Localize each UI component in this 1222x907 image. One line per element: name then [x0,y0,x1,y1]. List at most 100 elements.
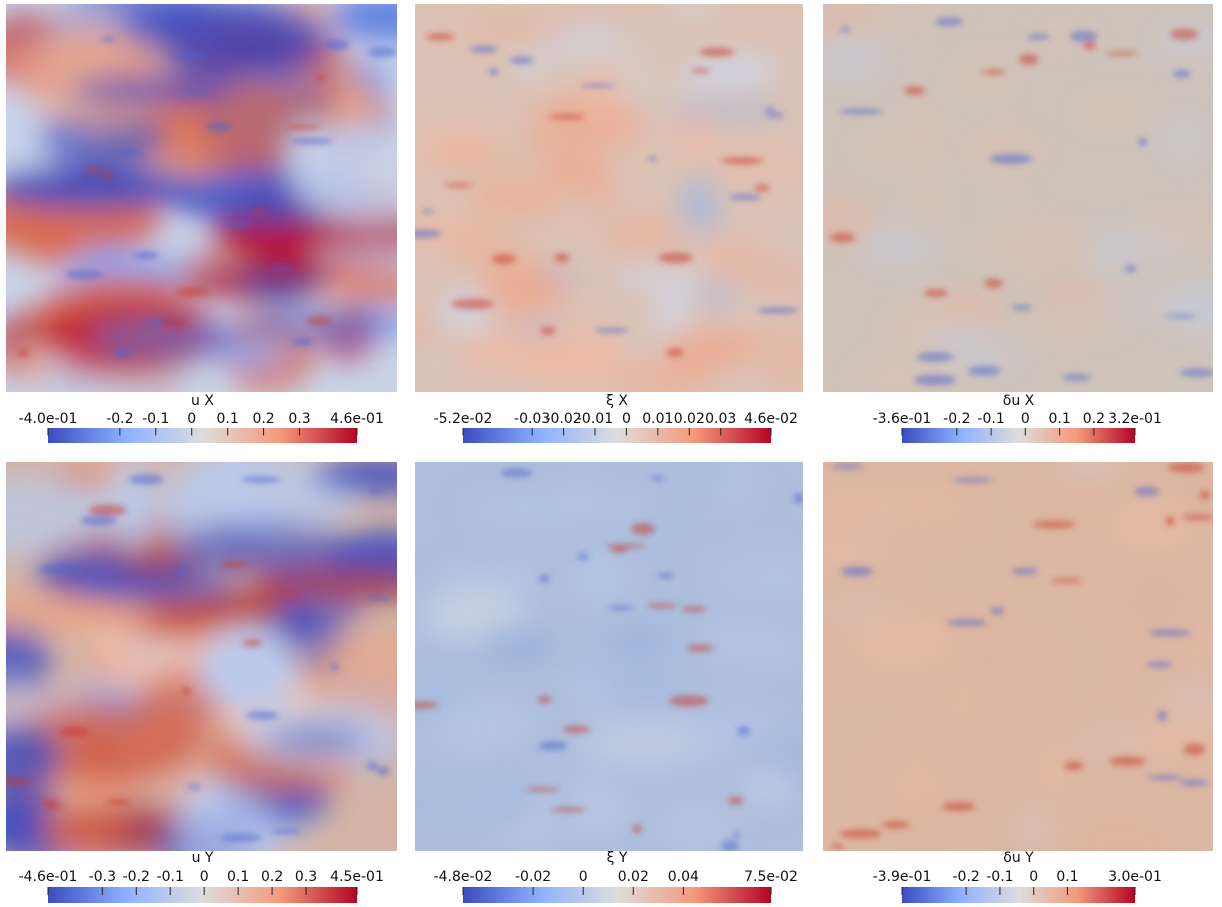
field-streak [182,687,191,695]
field-streak [831,463,865,470]
colorbar-tick-label: 0 [579,869,588,885]
field-streak [315,74,326,81]
field-streak [254,207,264,216]
colorbar [48,887,357,903]
field-streak [376,765,390,776]
colorbar-tick-label: 4.5e-01 [330,869,384,885]
field-streak [721,157,764,165]
field-blob [717,462,754,506]
field-streak [270,829,302,835]
field-blob [266,728,368,750]
field-streak [681,606,707,613]
field-streak [594,327,630,333]
colorbar-tick-label: 0.2 [252,411,274,427]
field-streak [1027,33,1051,40]
field-streaks [415,33,799,357]
field-blob [415,784,453,820]
field-blob [6,37,163,90]
field-streak [691,68,710,74]
colorbar-tick-label: 7.5e-02 [744,869,798,885]
field-blob [823,492,907,521]
field-streak [554,253,570,263]
field-blob [1167,676,1189,690]
field-streak [54,323,69,328]
field-blob [122,4,327,77]
field-streak [984,278,1003,289]
field-streak [1168,462,1205,473]
field-blob [415,309,431,351]
field-blob [1057,462,1120,476]
colorbar-tick-label: -0.3 [89,869,116,885]
colorbar-tick-label: 0.01 [642,411,673,427]
field-streak [443,183,473,188]
field-image [823,462,1213,851]
field-blob [588,61,615,121]
field-streak [793,492,803,504]
colorbar-tick-label: 0.1 [227,869,249,885]
field-streak [666,348,684,357]
field-blob [415,220,493,241]
field-streak [116,148,140,157]
field-blob [823,533,859,564]
field-blob [699,622,784,661]
field-streak [882,820,910,829]
field-streak [1018,53,1039,66]
field-blob [679,176,721,236]
field-streak [551,807,586,813]
field-blob [594,37,675,51]
field-blob [579,717,710,767]
field-streak [839,108,883,115]
colorbar-tick-label: 0.3 [295,869,317,885]
field-blob [623,326,666,368]
field-streak [426,33,455,41]
field-streak [205,121,231,132]
field-streak [538,741,568,751]
field-streak [330,663,339,671]
colorbar-tick-label: -0.1 [142,411,169,427]
field-blob [850,619,956,666]
field-blob [712,550,803,603]
field-blob [955,59,1011,95]
field-streak [840,566,874,577]
field-streak [650,476,665,481]
field-streak [470,45,498,53]
colorbar-tick-label: -3.6e-01 [873,411,932,427]
field-blob [1133,218,1213,246]
field-blob [823,4,880,40]
field-blob [557,485,612,518]
field-panel [415,462,803,851]
field-streak [176,286,209,297]
field-streak [366,594,391,601]
field-streak [286,124,322,130]
field-streak [42,804,65,810]
field-blob [667,102,783,120]
field-streak [509,56,534,65]
field-streak [630,522,655,535]
field-blob [415,362,452,376]
field-blobs [823,462,1213,851]
field-streak [1148,629,1191,637]
field-streak [1165,314,1197,319]
field-blob [1020,309,1123,337]
field-streak [656,572,675,579]
field-streak [6,777,33,786]
field-streak [306,316,331,327]
field-streak [291,337,313,346]
field-blob [889,305,944,351]
colorbar-tick-label: 3.2e-01 [1108,411,1162,427]
field-streak [576,553,589,560]
field-streaks [415,468,803,851]
field-streak [540,326,556,336]
colorbar-tick-label: -3.9e-01 [873,869,932,885]
field-blob [6,164,195,210]
field-blob [653,290,693,330]
field-blob [192,462,265,497]
field-streak [1011,567,1039,575]
colorbar [902,887,1135,903]
field-streak [952,477,993,483]
field-blob [923,646,1033,678]
field-streak [169,52,209,60]
field-blob [480,624,562,665]
field-blob [823,197,878,242]
field-streak [367,47,397,58]
